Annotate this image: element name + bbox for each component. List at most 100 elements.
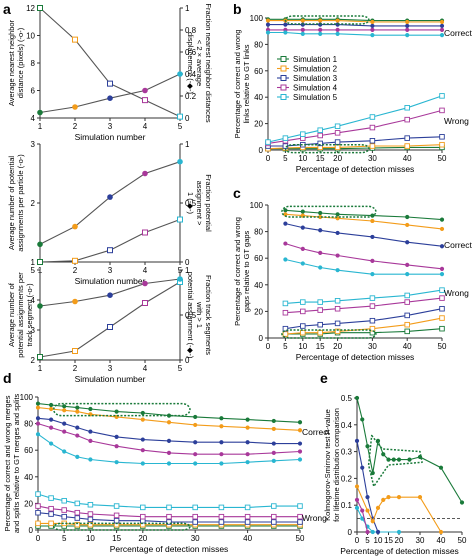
c-series-1-correct-point <box>439 217 445 222</box>
d-series-2-wrong-point <box>87 521 94 528</box>
b-x-tick-label: 20 <box>333 154 342 163</box>
a3-x-tick-label: 4 <box>143 364 148 373</box>
a2-y-tick-label: 2 <box>31 199 36 208</box>
d-series-3-correct-point <box>297 441 303 446</box>
b-series-4-wrong-point <box>334 130 341 136</box>
b-series-5-correct-point <box>439 33 445 38</box>
d-series-5-wrong-point <box>140 504 146 511</box>
d-series-3-correct-point <box>193 440 198 445</box>
d-x-tick-label: 50 <box>296 534 305 543</box>
c-x-axis-label: Percentage of detection misses <box>296 352 415 362</box>
c-annotation-wrong: Wrong <box>444 288 469 298</box>
d-annotation-correct: Correct <box>302 427 331 437</box>
b-legend-label: Simulation 2 <box>293 65 338 74</box>
e-series-sim2-point <box>354 484 360 489</box>
c-series-4-wrong-point <box>334 305 341 312</box>
c-series-1-correct-point <box>318 210 323 216</box>
c-series-4-correct-point <box>318 250 323 255</box>
c-series-5-correct-point <box>405 272 410 277</box>
b-y-axis-label: Percentage of correct and wronglinks rel… <box>233 30 251 139</box>
d-series-3-correct-point <box>62 421 67 426</box>
c-series-4-correct-point <box>300 246 305 251</box>
b-x-tick-label: 40 <box>403 154 412 163</box>
d-y-tick-label: 100 <box>20 393 34 402</box>
b-series-4-wrong-line <box>267 109 443 144</box>
e-x-tick-label: 20 <box>395 536 404 545</box>
c-highlight-outline <box>281 205 377 218</box>
b-x-tick-label: 50 <box>438 154 447 163</box>
d-series-3-correct-point <box>35 416 41 421</box>
b-series-3-correct-point <box>439 23 445 29</box>
d-series-4-wrong-point <box>271 513 277 520</box>
a3-y-right-tick-label: 0 <box>185 356 190 365</box>
c-series-3-correct-point <box>283 221 288 226</box>
a1-x-tick-label: 1 <box>38 122 43 131</box>
e-x-tick-label: 15 <box>384 536 393 545</box>
e-y-axis-label: Kolmogorov-Smirnov test P-valuefor lifet… <box>323 408 341 522</box>
d-series-5-correct-point <box>166 461 172 466</box>
d-series-3-correct-point <box>114 434 119 439</box>
d-series-2-correct-point <box>271 426 276 432</box>
b-x-tick-label: 30 <box>368 154 377 163</box>
d-series-2-correct-point <box>245 425 250 430</box>
b-series-5-wrong-point <box>300 131 306 137</box>
b-series-2-wrong-point <box>439 141 445 148</box>
d-series-4-correct-point <box>219 452 224 457</box>
d-series-3-wrong-point <box>271 519 277 525</box>
d-series-3-wrong-point <box>192 519 198 525</box>
a3-y-tick-label: 5 <box>31 266 36 275</box>
d-y-tick-label: 40 <box>24 473 33 482</box>
a3-y-tick-label: 2 <box>31 356 36 365</box>
d-series-3-wrong-point <box>61 513 67 520</box>
a3-right-point <box>37 303 43 309</box>
b-series-5-correct-point <box>405 33 410 38</box>
panel-letter-b: b <box>233 1 242 17</box>
a1-y-right-tick-label: 0.2 <box>185 92 197 101</box>
d-x-axis-label: Percentage of detection misses <box>110 544 229 554</box>
b-series-3-wrong-point <box>317 140 323 147</box>
e-series-sim1-point <box>459 500 465 505</box>
a1-x-tick-label: 4 <box>143 122 148 131</box>
d-series-3-wrong-point <box>244 519 251 525</box>
d-series-5-wrong-point <box>166 504 172 511</box>
d-series-5-wrong-point <box>61 497 67 504</box>
e-series-sim2-line <box>356 486 442 533</box>
d-series-3-wrong-point <box>87 516 94 523</box>
c-y-tick-label: 0 <box>259 334 264 343</box>
b-series-5-correct-point <box>335 31 340 36</box>
d-series-5-correct-point <box>62 449 67 454</box>
d-series-2-correct-point <box>35 405 41 410</box>
b-series-3-wrong-point <box>369 138 376 144</box>
b-series-5-wrong-point <box>282 135 289 141</box>
d-series-5-correct-point <box>297 457 303 462</box>
b-annotation-wrong: Wrong <box>444 116 469 126</box>
b-series-3-wrong-point <box>404 135 410 141</box>
c-y-tick-label: 20 <box>254 307 263 316</box>
b-y-tick-label: 100 <box>250 14 264 23</box>
d-series-4-wrong-point <box>35 503 41 509</box>
e-series-sim5-point <box>354 505 360 510</box>
e-series-sim1-point <box>370 470 375 476</box>
b-series-3-correct-point <box>405 23 410 29</box>
e-y-tick-label: 0.2 <box>341 474 353 483</box>
e-x-tick-label: 0 <box>355 536 360 545</box>
d-series-3-correct-point <box>75 425 80 430</box>
c-series-3-correct-point <box>318 228 323 233</box>
b-series-5-correct-point <box>300 31 305 36</box>
a1-y-right-tick-label: 0.8 <box>185 26 197 35</box>
c-x-tick-label: 15 <box>316 342 325 351</box>
panel-letter-c: c <box>233 185 241 201</box>
d-series-5-wrong-point <box>244 504 251 511</box>
c-series-3-wrong-point <box>439 305 445 312</box>
d-series-5-wrong-point <box>218 504 225 511</box>
c-series-5-correct-line <box>285 258 442 275</box>
e-series-sim4-line <box>356 499 369 533</box>
b-legend-label: Simulation 4 <box>293 84 338 93</box>
e-series-sim1-point <box>354 395 360 401</box>
d-series-1-correct-point <box>62 404 67 409</box>
a1-y-axis-right-label: Fraction nearest neighbor distances< 2 ×… <box>186 3 213 122</box>
d-series-2-correct-point <box>140 417 145 422</box>
e-series-sim2-point <box>375 505 381 510</box>
d-series-3-correct-point <box>166 438 172 443</box>
